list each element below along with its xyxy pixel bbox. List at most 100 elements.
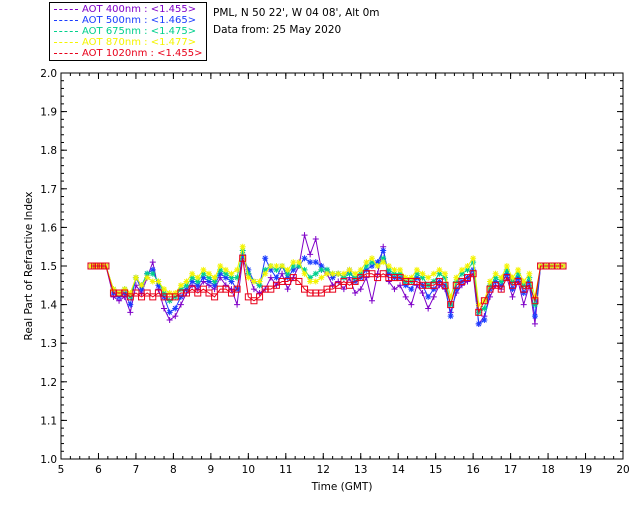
- data-point: [194, 289, 202, 297]
- data-point: [91, 262, 99, 270]
- data-point: [307, 259, 314, 266]
- data-point: [509, 286, 516, 293]
- data-point: [161, 290, 168, 297]
- data-point: [211, 293, 219, 301]
- x-tick-label: 6: [95, 464, 102, 476]
- data-point: [335, 278, 342, 285]
- data-point: [357, 286, 364, 293]
- data-point: [289, 274, 297, 282]
- data-point: [329, 282, 336, 289]
- legend-item-870nm: AOT 870nm : <1.477>: [54, 37, 196, 49]
- data-point: [172, 313, 179, 320]
- data-point: [503, 270, 510, 277]
- data-point: [318, 263, 325, 269]
- data-point: [284, 277, 292, 285]
- data-point: [480, 297, 488, 305]
- data-point: [110, 286, 117, 293]
- data-point: [329, 270, 336, 277]
- data-point: [340, 274, 347, 281]
- data-point: [234, 266, 241, 273]
- x-tick-label: 19: [579, 464, 592, 476]
- data-point: [340, 277, 348, 285]
- data-point: [284, 266, 291, 273]
- data-point: [301, 232, 308, 239]
- data-point: [397, 270, 404, 277]
- data-point: [199, 285, 207, 293]
- data-point: [486, 285, 494, 293]
- data-point: [345, 281, 353, 289]
- data-point: [227, 289, 235, 297]
- data-point: [368, 259, 375, 266]
- data-point: [155, 278, 162, 285]
- data-point: [211, 278, 218, 285]
- data-point: [250, 297, 258, 305]
- data-point: [374, 259, 381, 266]
- data-point: [363, 266, 370, 273]
- data-point: [430, 281, 438, 289]
- data-point: [526, 278, 533, 285]
- data-point: [385, 263, 392, 269]
- data-point: [391, 270, 398, 277]
- data-point: [244, 293, 252, 301]
- data-point: [177, 301, 184, 308]
- data-point: [486, 278, 493, 285]
- series-3: [87, 243, 567, 308]
- data-point: [149, 293, 157, 301]
- data-point: [441, 281, 449, 289]
- data-point: [470, 255, 477, 262]
- data-point: [290, 266, 297, 273]
- x-tick-label: 20: [616, 464, 629, 476]
- data-point: [413, 270, 420, 277]
- data-point: [262, 266, 269, 273]
- data-point: [239, 254, 247, 262]
- legend: AOT 400nm : <1.455> AOT 500nm : <1.465> …: [49, 2, 207, 61]
- x-tick-label: 5: [58, 464, 65, 476]
- data-point: [183, 278, 190, 285]
- data-point: [166, 309, 173, 316]
- y-axis-label: Real Part of Refractive Index: [23, 192, 35, 341]
- data-point: [324, 270, 331, 277]
- data-point: [211, 274, 218, 281]
- data-point: [357, 274, 365, 282]
- data-point: [239, 251, 246, 258]
- data-point: [352, 290, 359, 297]
- data-point: [189, 274, 196, 281]
- data-point: [312, 259, 319, 266]
- data-point: [239, 243, 246, 250]
- data-point: [509, 293, 516, 300]
- data-point: [531, 293, 538, 300]
- data-point: [301, 255, 308, 262]
- y-tick-label: 1.0: [40, 454, 57, 466]
- data-point: [211, 282, 218, 289]
- data-point: [245, 274, 252, 281]
- data-point: [132, 274, 139, 281]
- y-tick-label: 1.2: [40, 377, 57, 389]
- data-point: [144, 274, 151, 281]
- data-point: [127, 301, 134, 308]
- data-point: [408, 274, 415, 281]
- data-point: [102, 262, 110, 270]
- data-point: [368, 297, 375, 304]
- data-point: [239, 247, 246, 254]
- data-point: [166, 317, 173, 324]
- data-point: [267, 263, 274, 269]
- data-point: [290, 259, 297, 266]
- data-point: [368, 255, 375, 262]
- data-point: [515, 274, 522, 281]
- legend-line-675nm: [54, 30, 78, 32]
- data-point: [318, 266, 325, 273]
- data-point: [222, 285, 230, 293]
- data-point: [408, 286, 415, 293]
- data-point: [194, 274, 201, 281]
- data-point: [380, 259, 387, 266]
- data-point: [161, 305, 168, 312]
- data-point: [172, 305, 179, 312]
- data-point: [453, 278, 460, 285]
- data-point: [189, 278, 196, 285]
- data-point: [284, 274, 291, 281]
- data-point: [374, 270, 381, 277]
- data-point: [475, 320, 482, 327]
- data-point: [340, 286, 347, 293]
- data-point: [284, 286, 291, 293]
